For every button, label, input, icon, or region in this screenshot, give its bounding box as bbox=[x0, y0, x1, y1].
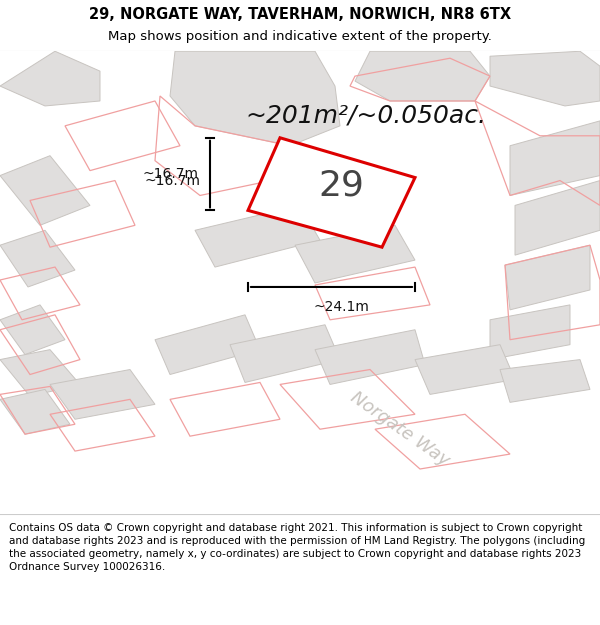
Text: ~16.7m: ~16.7m bbox=[144, 174, 200, 188]
Text: Contains OS data © Crown copyright and database right 2021. This information is : Contains OS data © Crown copyright and d… bbox=[9, 522, 585, 572]
Polygon shape bbox=[515, 181, 600, 255]
Polygon shape bbox=[415, 344, 515, 394]
Polygon shape bbox=[490, 305, 570, 359]
Polygon shape bbox=[355, 51, 490, 101]
Polygon shape bbox=[0, 305, 65, 354]
Polygon shape bbox=[0, 389, 70, 434]
Text: ~24.1m: ~24.1m bbox=[314, 300, 370, 314]
Text: 29: 29 bbox=[319, 168, 364, 202]
Polygon shape bbox=[505, 245, 590, 310]
Polygon shape bbox=[315, 330, 425, 384]
Polygon shape bbox=[230, 325, 340, 382]
Polygon shape bbox=[0, 349, 80, 396]
Text: ~16.7m: ~16.7m bbox=[142, 167, 198, 181]
Polygon shape bbox=[295, 225, 415, 283]
Polygon shape bbox=[510, 121, 600, 196]
Text: ~201m²/~0.050ac.: ~201m²/~0.050ac. bbox=[245, 104, 486, 128]
Polygon shape bbox=[170, 51, 340, 146]
Polygon shape bbox=[0, 156, 90, 225]
Text: Norgate Way: Norgate Way bbox=[347, 388, 453, 470]
Polygon shape bbox=[0, 51, 100, 106]
Text: Map shows position and indicative extent of the property.: Map shows position and indicative extent… bbox=[108, 31, 492, 43]
Polygon shape bbox=[0, 230, 75, 287]
Polygon shape bbox=[490, 51, 600, 106]
Polygon shape bbox=[50, 369, 155, 419]
Polygon shape bbox=[500, 359, 590, 403]
Text: 29, NORGATE WAY, TAVERHAM, NORWICH, NR8 6TX: 29, NORGATE WAY, TAVERHAM, NORWICH, NR8 … bbox=[89, 7, 511, 22]
Polygon shape bbox=[155, 315, 260, 374]
Polygon shape bbox=[248, 138, 415, 248]
Polygon shape bbox=[195, 206, 320, 267]
